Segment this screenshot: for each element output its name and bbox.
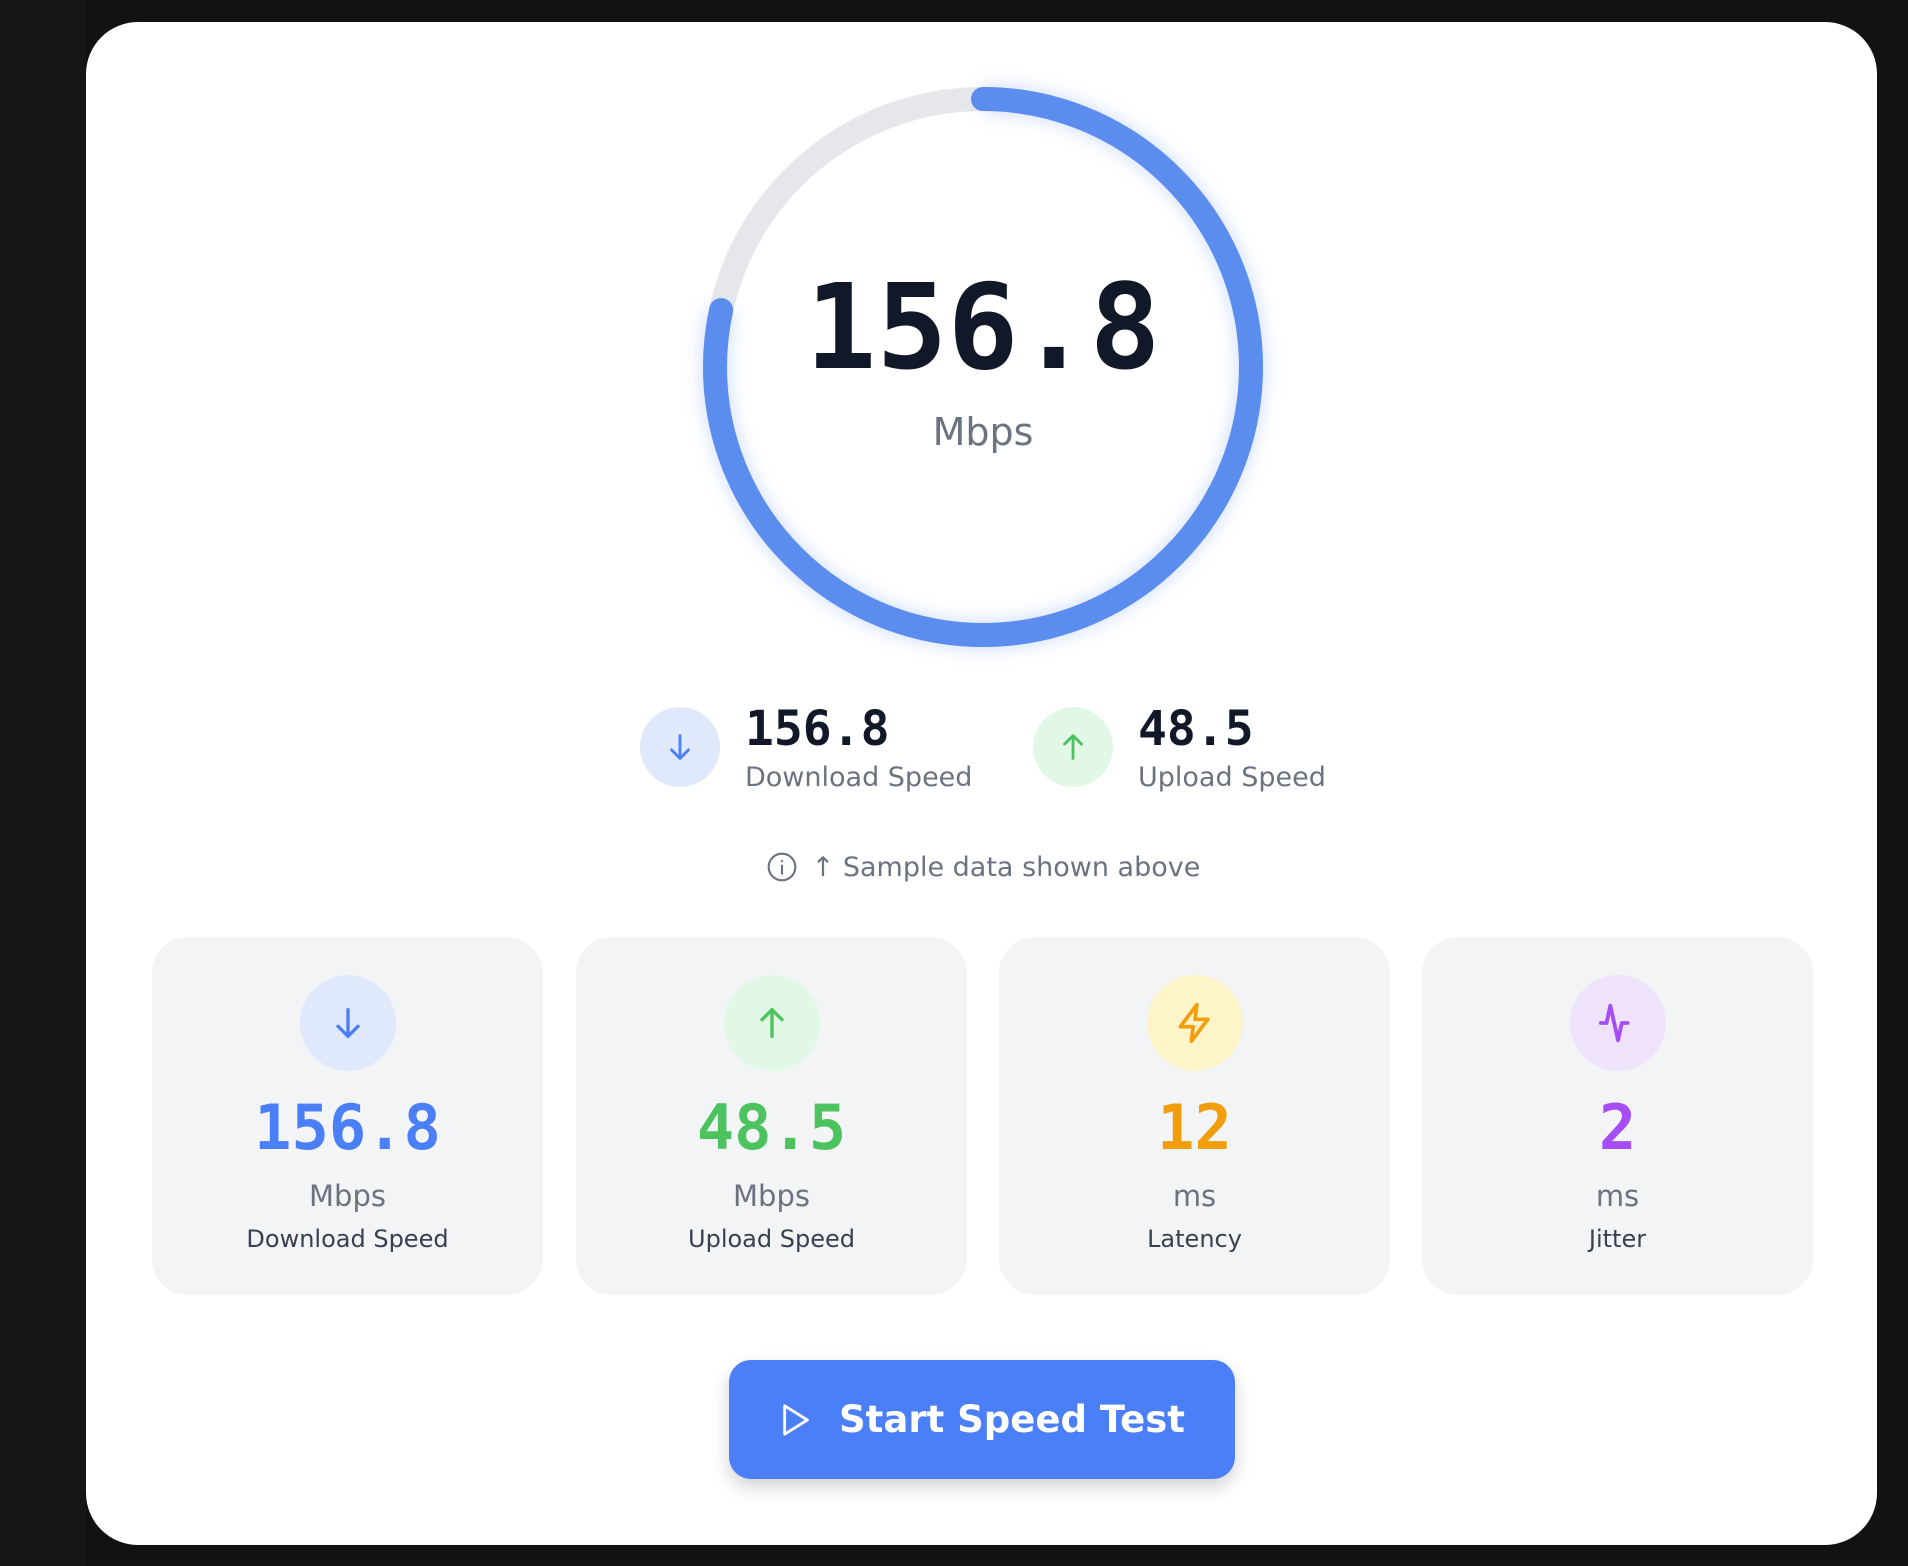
start-speed-test-label: Start Speed Test	[839, 1398, 1185, 1441]
background-edge	[0, 0, 86, 1566]
download-summary-icon-circle	[640, 707, 720, 787]
stat-value: 156.8	[254, 1091, 441, 1164]
stat-label: Download Speed	[246, 1225, 449, 1253]
gauge-unit: Mbps	[932, 410, 1034, 454]
stat-label: Jitter	[1588, 1225, 1647, 1253]
stat-icon-circle	[1570, 975, 1666, 1071]
stat-unit: ms	[1172, 1179, 1217, 1213]
gauge-progress-arc	[703, 87, 1263, 647]
stat-unit: ms	[1595, 1179, 1640, 1213]
upload-summary-icon-circle	[1033, 707, 1113, 787]
start-speed-test-button[interactable]: Start Speed Test	[729, 1360, 1235, 1479]
sample-data-text: ↑ Sample data shown above	[811, 851, 1201, 883]
stat-unit: Mbps	[733, 1179, 810, 1213]
stat-card-download: 156.8 Mbps Download Speed	[152, 937, 543, 1295]
speed-gauge	[700, 84, 1266, 650]
gauge-value: 156.8	[805, 258, 1161, 396]
info-icon	[767, 852, 797, 882]
stat-value: 48.5	[696, 1091, 847, 1164]
stat-card-jitter: 2 ms Jitter	[1422, 937, 1813, 1295]
stat-card-upload: 48.5 Mbps Upload Speed	[576, 937, 967, 1295]
stat-label: Latency	[1147, 1225, 1242, 1253]
arrow-up-icon	[760, 1008, 784, 1038]
arrow-down-icon	[336, 1008, 360, 1038]
activity-icon	[1598, 1003, 1630, 1043]
arrow-up-icon	[1063, 734, 1083, 760]
stat-icon-circle	[724, 975, 820, 1071]
lightning-icon	[1178, 1002, 1210, 1044]
arrow-down-icon	[670, 734, 690, 760]
stat-card-latency: 12 ms Latency	[999, 937, 1390, 1295]
stat-icon-circle	[1147, 975, 1243, 1071]
upload-summary-value: 48.5	[1138, 701, 1254, 757]
download-summary-label: Download Speed	[745, 762, 973, 793]
upload-summary-label: Upload Speed	[1138, 762, 1326, 793]
stat-label: Upload Speed	[688, 1225, 855, 1253]
stat-value: 12	[1157, 1091, 1232, 1164]
stat-unit: Mbps	[309, 1179, 386, 1213]
stat-value: 2	[1598, 1091, 1637, 1164]
sample-data-note: ↑ Sample data shown above	[683, 851, 1283, 883]
download-summary-value: 156.8	[745, 701, 890, 757]
play-icon	[783, 1403, 809, 1436]
stat-icon-circle	[300, 975, 396, 1071]
